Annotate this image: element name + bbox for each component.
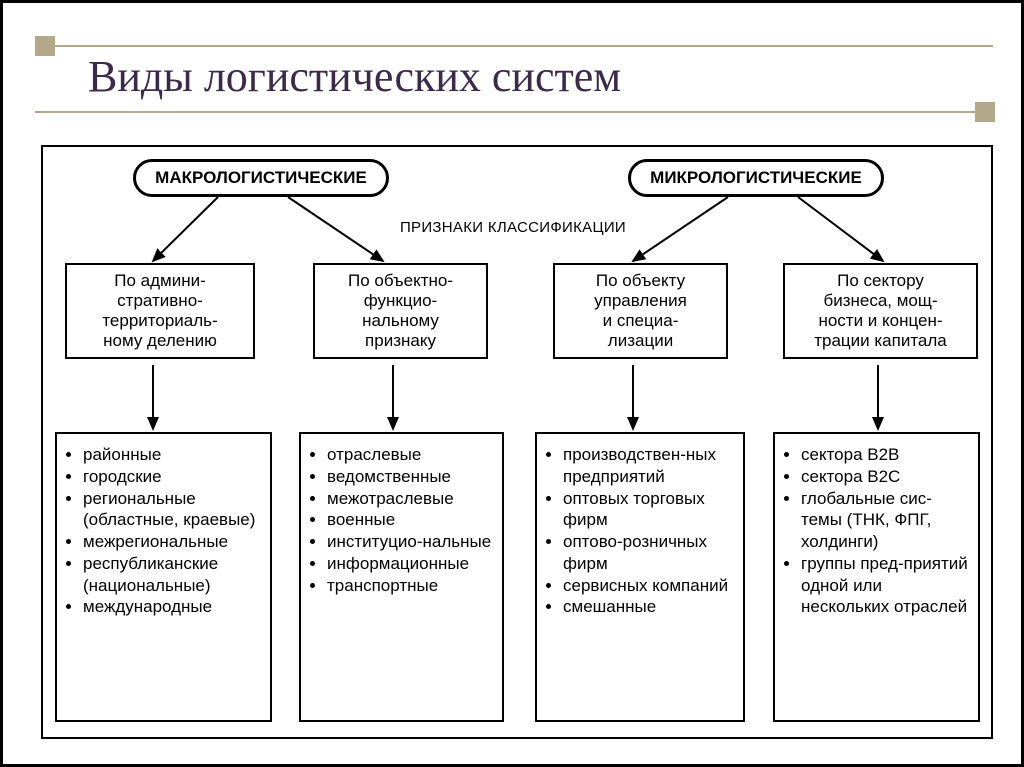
list-item: информационные [327, 553, 496, 575]
list-box-2: производствен-ных предприятийоптовых тор… [535, 432, 745, 722]
crit-box-0: По админи-стративно-территориаль-ному де… [65, 263, 255, 359]
crit-box-2: По объектууправленияи специа-лизации [553, 263, 728, 359]
list-item: межотраслевые [327, 488, 496, 510]
arrow [153, 197, 218, 261]
arrow [798, 197, 883, 261]
classification-subtitle: ПРИЗНАКИ КЛАССИФИКАЦИИ [353, 219, 673, 236]
list-item: межрегиональные [83, 531, 264, 553]
list-box-3: сектора B2Bсектора B2Cглобальные сис-тем… [773, 432, 980, 722]
list-item: ведомственные [327, 466, 496, 488]
list-item: региональные (областные, краевые) [83, 488, 264, 532]
list-item: районные [83, 444, 264, 466]
list-item: оптовых торговых фирм [563, 488, 737, 532]
accent-square [35, 36, 55, 56]
list-0: районныегородскиерегиональные (областные… [65, 444, 264, 618]
list-item: производствен-ных предприятий [563, 444, 737, 488]
crit-label-3: По секторубизнеса, мощ-ности и концен-тр… [814, 271, 947, 350]
list-item: отраслевые [327, 444, 496, 466]
list-item: международные [83, 596, 264, 618]
list-3: сектора B2Bсектора B2Cглобальные сис-тем… [783, 444, 972, 618]
list-item: военные [327, 509, 496, 531]
list-item: сектора B2B [801, 444, 972, 466]
crit-label-1: По объектно-функцио-нальномупризнаку [348, 271, 453, 350]
slide-title: Виды логистических систем [88, 51, 621, 102]
list-item: сервисных компаний [563, 575, 737, 597]
lozenge-micro-label: МИКРОЛОГИСТИЧЕСКИЕ [650, 168, 862, 187]
crit-label-2: По объектууправленияи специа-лизации [594, 271, 687, 350]
lozenge-macro: МАКРОЛОГИСТИЧЕСКИЕ [133, 159, 389, 197]
list-item: оптово-розничных фирм [563, 531, 737, 575]
list-item: транспортные [327, 575, 496, 597]
list-item: республиканские (национальные) [83, 553, 264, 597]
list-item: городские [83, 466, 264, 488]
slide: Виды логистических систем МАКРОЛОГИСТИЧЕ… [0, 0, 1024, 767]
crit-box-3: По секторубизнеса, мощ-ности и концен-тр… [783, 263, 978, 359]
title-rule-top [55, 45, 993, 47]
list-box-1: отраслевыеведомственныемежотраслевыевоен… [299, 432, 504, 722]
list-1: отраслевыеведомственныемежотраслевыевоен… [309, 444, 496, 596]
lozenge-macro-label: МАКРОЛОГИСТИЧЕСКИЕ [155, 168, 367, 187]
crit-label-0: По админи-стративно-территориаль-ному де… [102, 271, 217, 350]
lozenge-micro: МИКРОЛОГИСТИЧЕСКИЕ [628, 159, 884, 197]
list-item: институцио-нальные [327, 531, 496, 553]
list-item: сектора B2C [801, 466, 972, 488]
list-2: производствен-ных предприятийоптовых тор… [545, 444, 737, 618]
diagram-container: МАКРОЛОГИСТИЧЕСКИЕ МИКРОЛОГИСТИЧЕСКИЕ ПР… [41, 145, 993, 739]
title-rule-bottom [35, 111, 993, 113]
crit-box-1: По объектно-функцио-нальномупризнаку [313, 263, 488, 359]
list-item: группы пред-приятий одной или нескольких… [801, 553, 972, 618]
list-box-0: районныегородскиерегиональные (областные… [55, 432, 272, 722]
list-item: смешанные [563, 596, 737, 618]
accent-square-bottom [975, 102, 995, 122]
list-item: глобальные сис-темы (ТНК, ФПГ, холдинги) [801, 488, 972, 553]
